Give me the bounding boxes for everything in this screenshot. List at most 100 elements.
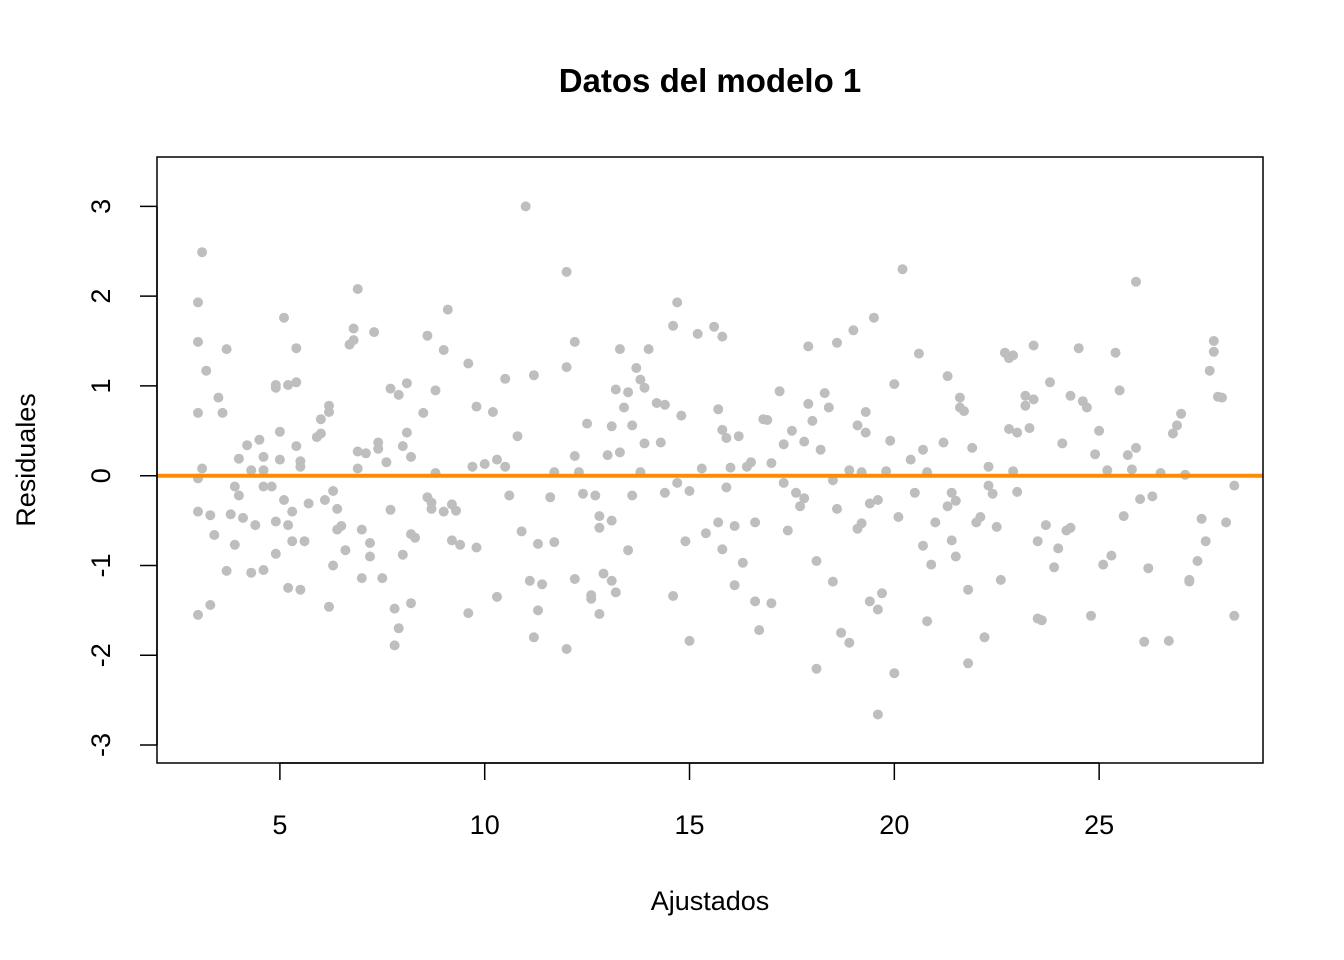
data-point [545,492,556,503]
data-point [1221,517,1232,528]
data-point [385,383,396,394]
data-point [549,537,560,548]
data-point [1143,563,1154,574]
y-tick-label: 2 [86,289,116,304]
data-point [319,495,330,505]
data-point [717,544,728,555]
data-point [524,575,535,586]
data-point [410,532,421,543]
data-point [959,406,969,417]
data-point [856,518,867,529]
data-point [1147,491,1158,502]
data-point [750,596,761,607]
data-point [815,444,826,455]
data-point [397,441,408,452]
data-point [528,632,539,643]
data-point [492,591,502,602]
data-point [279,495,289,505]
data-point [406,451,416,462]
data-point [197,463,208,474]
data-point [221,565,232,576]
data-point [799,436,810,447]
x-tick-label: 5 [272,810,287,840]
data-point [1081,402,1092,413]
data-point [778,439,789,450]
data-point [803,341,814,352]
data-point [279,312,289,323]
data-point [1118,511,1129,522]
data-point [1229,480,1240,491]
data-point [614,447,625,458]
data-point [1229,610,1240,621]
data-point [1090,449,1101,460]
data-point [201,365,212,376]
data-point [463,358,474,369]
data-point [1020,400,1031,411]
data-point [799,493,810,504]
data-point [672,477,683,488]
data-point [451,505,461,516]
data-point [651,398,662,408]
data-point [1028,340,1039,351]
data-point [643,344,654,355]
data-point [754,625,765,636]
data-point [1012,486,1023,497]
data-point [811,663,822,674]
data-point [791,487,801,498]
data-point [426,503,437,514]
data-point [455,539,466,550]
data-point [233,453,244,464]
data-point [877,588,887,599]
data-point [537,579,548,590]
data-point [303,498,314,509]
data-point [270,380,281,390]
data-point [733,431,744,442]
data-point [889,668,900,679]
data-point [713,517,724,528]
data-point [606,421,617,432]
data-point [668,320,679,331]
data-point [381,457,392,468]
data-point [205,510,216,521]
data-point [852,420,863,431]
data-point [569,574,580,584]
data-point [422,330,433,341]
data-point [635,374,646,385]
data-point [950,551,961,562]
data-point [1139,636,1150,647]
data-point [1102,465,1113,476]
data-point [594,511,605,522]
data-point [807,415,818,426]
data-point [430,385,441,396]
data-point [995,574,1006,585]
data-point [1020,390,1031,401]
data-point [291,377,302,388]
data-point [725,462,736,473]
data-point [844,637,855,648]
x-tick-label: 15 [674,810,704,840]
data-point [1217,392,1227,403]
x-tick-label: 25 [1084,810,1114,840]
data-point [692,328,703,339]
data-point [602,450,613,461]
data-point [389,603,400,614]
data-point [832,503,842,514]
data-point [1040,520,1051,531]
data-point [500,373,511,384]
data-point [766,598,777,609]
data-point [324,400,334,411]
data-point [274,454,285,465]
data-point [1065,390,1076,401]
data-point [250,520,261,531]
y-tick-label: -2 [86,643,116,667]
y-tick-label: -3 [86,733,116,757]
data-point [868,312,879,323]
data-point [803,398,814,409]
data-point [1045,377,1055,388]
data-point [258,565,269,575]
data-point [827,576,838,587]
data-point [512,431,523,442]
data-point [328,486,339,496]
data-point [963,658,974,669]
data-point [233,490,244,501]
